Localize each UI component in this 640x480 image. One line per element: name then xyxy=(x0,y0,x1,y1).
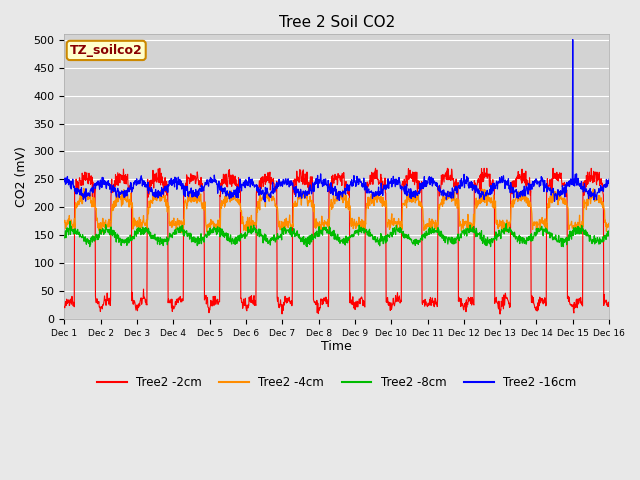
Text: TZ_soilco2: TZ_soilco2 xyxy=(70,44,143,57)
Legend: Tree2 -2cm, Tree2 -4cm, Tree2 -8cm, Tree2 -16cm: Tree2 -2cm, Tree2 -4cm, Tree2 -8cm, Tree… xyxy=(92,371,581,394)
X-axis label: Time: Time xyxy=(321,339,352,352)
Y-axis label: CO2 (mV): CO2 (mV) xyxy=(15,146,28,207)
Title: Tree 2 Soil CO2: Tree 2 Soil CO2 xyxy=(278,15,395,30)
